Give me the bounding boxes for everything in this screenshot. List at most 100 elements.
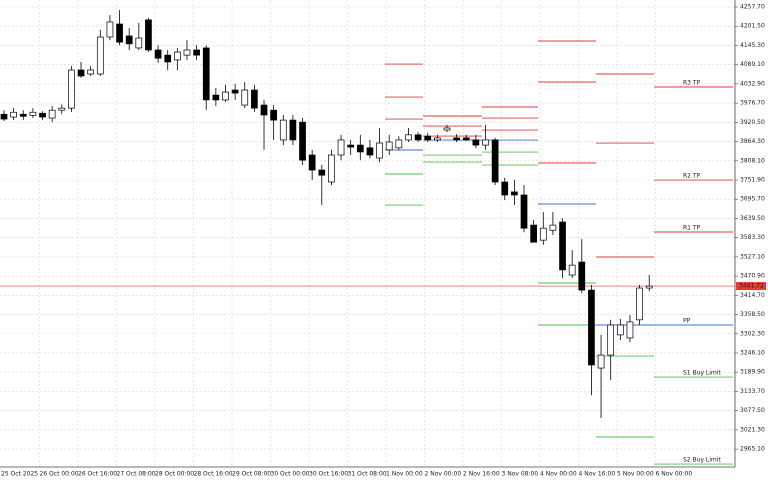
y-tick-label: 3864.30 bbox=[740, 138, 765, 145]
candle-body bbox=[501, 181, 509, 196]
y-tick-label: 3021.30 bbox=[740, 426, 765, 433]
candle-body bbox=[434, 137, 441, 141]
y-tick-label: 4145.30 bbox=[740, 42, 765, 49]
candle-body bbox=[578, 261, 586, 291]
candle-body bbox=[202, 47, 210, 101]
x-tick-label: 4 Nov 16:00 bbox=[579, 471, 616, 478]
candle-body bbox=[260, 104, 268, 116]
x-tick-label: 26 Oct 00:00 bbox=[40, 471, 79, 478]
y-tick-label: 3189.90 bbox=[740, 369, 765, 376]
y-tick-label: 3583.30 bbox=[740, 234, 765, 241]
candle-body bbox=[48, 109, 56, 119]
candle-body bbox=[453, 137, 460, 141]
candle-body bbox=[241, 89, 249, 106]
candle-body bbox=[549, 224, 557, 231]
level-label: R3 TP bbox=[683, 80, 701, 87]
candle-body bbox=[39, 112, 46, 118]
y-tick-label: 4257.70 bbox=[740, 4, 765, 11]
candle-body bbox=[328, 154, 335, 183]
candle-body bbox=[58, 107, 66, 111]
y-tick-label: 4032.90 bbox=[740, 80, 765, 87]
candle-body bbox=[588, 289, 595, 366]
y-tick-label: 4089.10 bbox=[740, 61, 765, 68]
candle-body bbox=[231, 89, 239, 94]
x-tick-label: 28 Oct 16:00 bbox=[194, 471, 233, 478]
candle-body bbox=[414, 134, 422, 141]
candle-body bbox=[443, 127, 451, 131]
candle-body bbox=[347, 144, 355, 148]
candle-body bbox=[68, 69, 75, 109]
candle-body bbox=[539, 227, 547, 241]
candle-body bbox=[183, 49, 191, 56]
y-tick-label: 3527.10 bbox=[740, 253, 765, 260]
y-tick-label: 3414.70 bbox=[740, 292, 765, 299]
candle-body bbox=[559, 221, 566, 271]
x-tick-label: 29 Oct 08:00 bbox=[232, 471, 271, 478]
candle-body bbox=[173, 51, 181, 61]
level-label: R2 TP bbox=[683, 173, 701, 180]
candle-body bbox=[376, 142, 383, 159]
candle-body bbox=[251, 89, 258, 109]
candle-body bbox=[472, 139, 480, 146]
y-tick-label: 3920.50 bbox=[740, 119, 765, 126]
x-tick-label: 3 Nov 08:00 bbox=[502, 471, 539, 478]
candle-body bbox=[511, 191, 518, 196]
candle-body bbox=[299, 121, 306, 161]
candle-body bbox=[87, 69, 95, 75]
x-tick-label: 4 Nov 00:00 bbox=[540, 471, 577, 478]
candle-body bbox=[135, 37, 143, 49]
candle-body bbox=[308, 154, 316, 171]
plot-area bbox=[0, 0, 735, 467]
y-tick-label: 3246.10 bbox=[740, 349, 765, 356]
level-label: S2 Buy Limit bbox=[683, 457, 721, 464]
candle-body bbox=[385, 141, 393, 151]
y-tick-label: 4201.50 bbox=[740, 23, 765, 30]
y-tick-label: 3976.70 bbox=[740, 100, 765, 107]
x-tick-label: 25 Oct 2025 bbox=[1, 471, 38, 478]
candle-body bbox=[424, 135, 432, 141]
candle-body bbox=[530, 224, 538, 243]
candle-body bbox=[96, 36, 104, 75]
x-tick-label: 2 Nov 16:00 bbox=[463, 471, 500, 478]
candle-body bbox=[636, 287, 643, 321]
y-tick-label: 2965.10 bbox=[740, 446, 765, 453]
x-tick-label: 28 Oct 00:00 bbox=[155, 471, 194, 478]
candle-body bbox=[279, 119, 287, 141]
y-tick-label: 3808.10 bbox=[740, 157, 765, 164]
y-tick-label: 3302.30 bbox=[740, 330, 765, 337]
candle-body bbox=[19, 113, 27, 117]
x-tick-label: 5 Nov 00:00 bbox=[617, 471, 654, 478]
x-tick-label: 2 Nov 00:00 bbox=[425, 471, 462, 478]
candle-body bbox=[520, 194, 528, 229]
candle-body bbox=[222, 91, 229, 101]
last-price-box bbox=[736, 282, 766, 291]
y-tick-label: 3639.50 bbox=[740, 215, 765, 222]
candle-body bbox=[395, 139, 403, 149]
candle-body bbox=[116, 23, 123, 43]
candle-body bbox=[568, 264, 576, 276]
candle-body bbox=[106, 21, 114, 38]
candle-body bbox=[626, 321, 634, 339]
candle-body bbox=[145, 19, 152, 51]
candle-body bbox=[645, 285, 653, 289]
last-price-label: 3441.72 bbox=[739, 283, 764, 290]
candle-body bbox=[77, 69, 85, 77]
candle-body bbox=[405, 134, 412, 141]
x-tick-label: 6 Nov 00:00 bbox=[656, 471, 693, 478]
level-label: PP bbox=[683, 318, 691, 325]
candle-body bbox=[491, 139, 499, 183]
level-label: S1 Buy Limit bbox=[683, 370, 721, 377]
candle-body bbox=[154, 49, 162, 59]
candle-body bbox=[270, 109, 277, 121]
candle-body bbox=[337, 139, 345, 156]
x-tick-label: 30 Oct 16:00 bbox=[309, 471, 348, 478]
candle-body bbox=[607, 324, 615, 356]
candle-body bbox=[356, 144, 364, 153]
candle-body bbox=[29, 111, 37, 116]
candle-body bbox=[193, 49, 200, 56]
x-tick-label: 1 Nov 00:00 bbox=[386, 471, 423, 478]
x-tick-label: 31 Oct 08:00 bbox=[348, 471, 387, 478]
y-tick-label: 3751.90 bbox=[740, 176, 765, 183]
candle-body bbox=[164, 54, 172, 63]
